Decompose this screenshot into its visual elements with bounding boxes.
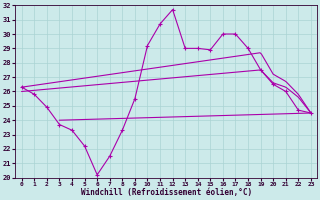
- X-axis label: Windchill (Refroidissement éolien,°C): Windchill (Refroidissement éolien,°C): [81, 188, 252, 197]
